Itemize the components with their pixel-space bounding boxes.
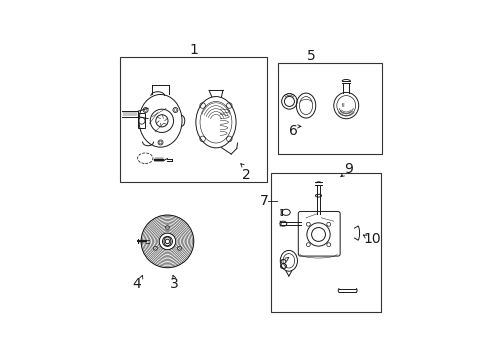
Text: 2: 2 bbox=[242, 168, 250, 182]
Text: tl: tl bbox=[341, 103, 345, 108]
Text: 6: 6 bbox=[288, 123, 297, 138]
Text: 4: 4 bbox=[132, 277, 141, 291]
Bar bbox=[138, 113, 145, 128]
Bar bbox=[278, 63, 382, 154]
Text: 9: 9 bbox=[344, 162, 353, 176]
Text: 8: 8 bbox=[278, 258, 287, 272]
Text: 7: 7 bbox=[259, 194, 268, 208]
Text: 5: 5 bbox=[306, 49, 315, 63]
Text: 10: 10 bbox=[363, 231, 381, 246]
Text: 1: 1 bbox=[189, 43, 198, 57]
Text: 3: 3 bbox=[170, 277, 179, 291]
Bar bbox=[271, 174, 380, 312]
Bar bbox=[120, 57, 267, 182]
